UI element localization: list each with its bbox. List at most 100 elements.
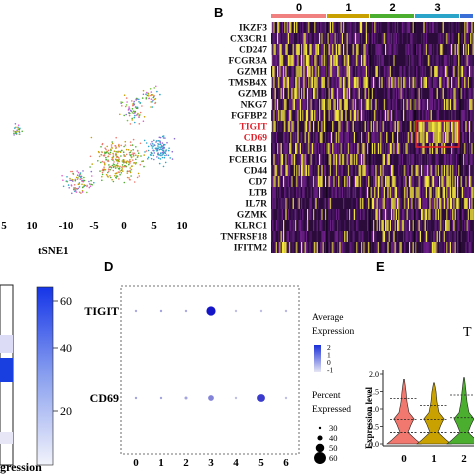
- heatmap-cell: [320, 143, 322, 154]
- heatmap-cell: [381, 176, 383, 187]
- tsne-point: [156, 90, 158, 93]
- heatmap-cell: [436, 55, 438, 66]
- tsne-point: [116, 166, 118, 168]
- heatmap-cell: [319, 132, 321, 143]
- heatmap-cell: [302, 110, 304, 121]
- dot-point: [259, 309, 263, 313]
- heatmap-cell: [454, 44, 456, 55]
- heatmap-cell: [464, 77, 466, 88]
- tsne-point: [110, 166, 113, 169]
- heatmap-cell: [349, 165, 351, 176]
- heatmap-cell: [339, 55, 341, 66]
- heatmap-cell: [347, 143, 349, 154]
- heatmap-cell: [411, 198, 413, 209]
- heatmap-cell: [332, 33, 334, 44]
- heatmap-cell: [428, 44, 430, 55]
- heatmap-cell: [273, 66, 275, 77]
- tsne-point: [139, 111, 142, 114]
- tsne-point: [81, 186, 84, 189]
- heatmap-cell: [430, 110, 432, 121]
- tsne-point: [132, 155, 135, 157]
- heatmap-cell: [442, 22, 444, 33]
- heatmap-cell: [333, 55, 335, 66]
- heatmap-cell: [319, 99, 321, 110]
- heatmap-cell: [436, 143, 438, 154]
- heatmap-cell: [283, 77, 285, 88]
- heatmap-cell: [429, 198, 431, 209]
- heatmap-cell: [273, 55, 275, 66]
- heatmap-cell: [332, 187, 334, 198]
- heatmap-cell: [357, 66, 359, 77]
- heatmap-cell: [380, 55, 382, 66]
- heatmap-cell: [433, 209, 435, 220]
- heatmap-cell: [443, 242, 445, 253]
- heatmap-cell: [280, 110, 282, 121]
- heatmap-cell: [423, 220, 425, 231]
- tsne-point: [162, 152, 165, 155]
- heatmap-cell: [357, 143, 359, 154]
- heatmap-cell: [424, 66, 426, 77]
- heatmap-cell: [365, 110, 367, 121]
- heatmap-cell: [419, 176, 421, 187]
- tsne-point: [162, 165, 165, 168]
- heatmap-cell: [316, 33, 318, 44]
- tsne-point: [74, 188, 76, 190]
- heatmap-cell: [274, 33, 276, 44]
- heatmap-cell: [446, 198, 448, 209]
- heatmap-cell: [371, 143, 373, 154]
- tsne-point: [117, 156, 120, 159]
- heatmap-cell: [305, 132, 307, 143]
- heatmap-cell: [410, 132, 412, 143]
- heatmap-cell: [389, 121, 391, 132]
- heatmap-cell: [298, 176, 300, 187]
- heatmap-cell: [303, 99, 305, 110]
- heatmap-cell: [440, 77, 442, 88]
- heatmap-cell: [329, 143, 331, 154]
- heatmap-cell: [275, 110, 277, 121]
- heatmap-cell: [389, 143, 391, 154]
- heatmap-cell: [281, 66, 283, 77]
- heatmap-cell: [302, 99, 304, 110]
- heatmap-cell: [359, 77, 361, 88]
- heatmap-cell: [292, 33, 294, 44]
- heatmap-cell: [337, 220, 339, 231]
- heatmap-cell: [356, 55, 358, 66]
- heatmap-cell: [286, 88, 288, 99]
- panel-label-e: E: [376, 259, 385, 274]
- heatmap-cell: [397, 110, 399, 121]
- tsne-point: [71, 192, 73, 195]
- heatmap-cell: [373, 121, 375, 132]
- heatmap-cell: [291, 99, 293, 110]
- heatmap-cell: [351, 154, 353, 165]
- heatmap-cell: [296, 110, 298, 121]
- percent-legend-label: 40: [329, 433, 338, 443]
- heatmap-cell: [341, 22, 343, 33]
- heatmap-cell: [410, 33, 412, 44]
- tsne-point: [129, 160, 132, 163]
- tsne-point: [147, 158, 149, 160]
- heatmap-cell: [277, 209, 279, 220]
- legend-title: Percent: [312, 391, 341, 401]
- heatmap-cell: [367, 220, 369, 231]
- tsne-point: [130, 149, 132, 152]
- tsne-point: [160, 154, 162, 157]
- heatmap-cell: [393, 33, 395, 44]
- heatmap-cell: [278, 66, 280, 77]
- heatmap-cell: [287, 154, 289, 165]
- heatmap-cell: [424, 121, 426, 132]
- heatmap-cell: [289, 242, 291, 253]
- heatmap-cell: [293, 209, 295, 220]
- heatmap-cell: [449, 44, 451, 55]
- heatmap-cell: [277, 154, 279, 165]
- heatmap-cell: [361, 88, 363, 99]
- heatmap-cell: [286, 121, 288, 132]
- heatmap-cell: [394, 44, 396, 55]
- colorbar-tick-label: 60: [60, 294, 72, 308]
- heatmap-cell: [302, 154, 304, 165]
- heatmap-cell: [448, 22, 450, 33]
- heatmap-cell: [321, 66, 323, 77]
- heatmap-cell: [334, 99, 336, 110]
- heatmap-cell: [406, 209, 408, 220]
- heatmap-cell: [454, 187, 456, 198]
- heatmap-cell: [429, 154, 431, 165]
